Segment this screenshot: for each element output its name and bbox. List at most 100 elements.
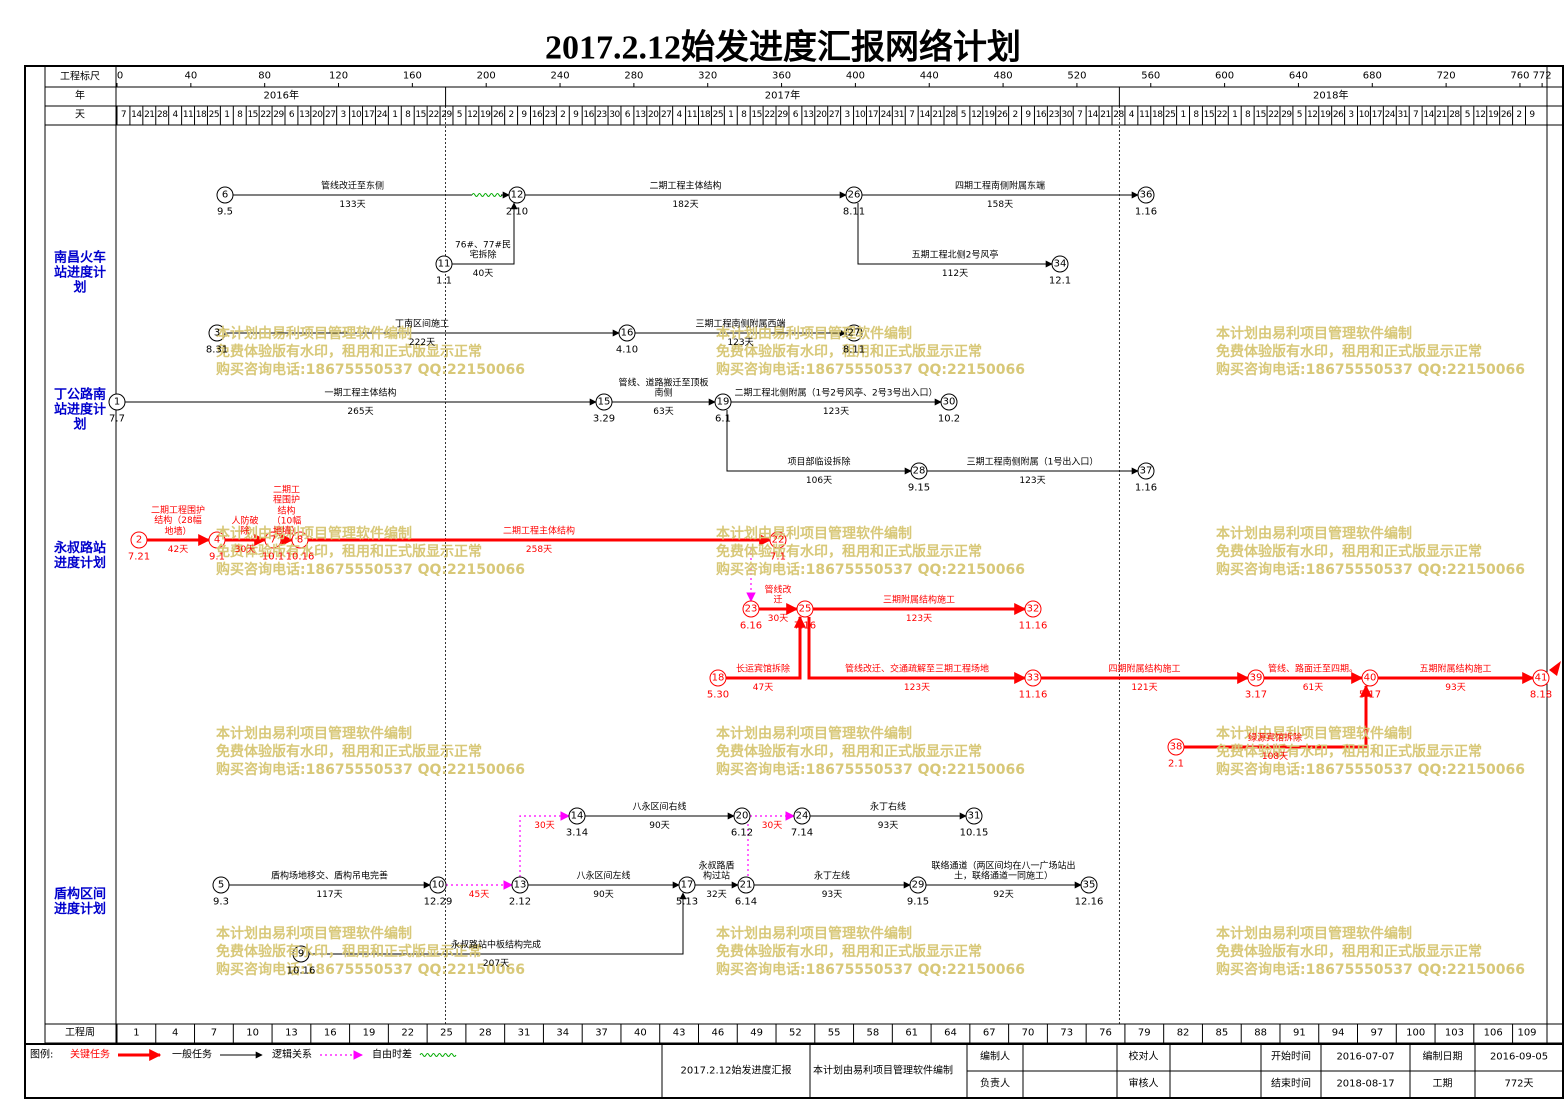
watermark: 购买咨询电话:18675550537 QQ:22150066 <box>716 962 1025 978</box>
info-report: 2017.2.12始发进度汇报 <box>680 1065 792 1077</box>
node-date: 3.29 <box>592 413 616 425</box>
day-label: 5 <box>1296 110 1303 121</box>
node-id: 18 <box>711 672 725 684</box>
watermark: 本计划由易利项目管理软件编制 <box>716 926 912 942</box>
node-date: 12.29 <box>423 896 453 908</box>
node <box>793 807 811 825</box>
activity-name: 二期工程主体结构 <box>649 181 722 192</box>
node <box>1080 876 1098 894</box>
day-label: 26 <box>1332 110 1344 121</box>
node <box>737 876 755 894</box>
node-id: 4 <box>213 534 221 546</box>
scale-label: 600 <box>1215 70 1235 82</box>
activity-duration: 182天 <box>672 200 699 211</box>
activity-name: 一期工程主体结构 <box>324 388 397 399</box>
activity-name: 二期工程围护结构（28幅地墙） <box>150 505 205 537</box>
watermark: 免费体验版有水印，租用和正式版显示正常 <box>1216 944 1482 960</box>
group-label: 南昌火车站进度计划 <box>53 250 106 296</box>
legend-title: 图例: <box>30 1049 54 1061</box>
week-label: 46 <box>711 1027 725 1039</box>
week-label: 4 <box>171 1027 179 1039</box>
scale-label: 240 <box>550 70 570 82</box>
day-label: 15 <box>751 110 762 121</box>
day-label: 29 <box>273 110 284 121</box>
watermark: 免费体验版有水印，租用和正式版显示正常 <box>1216 344 1482 360</box>
info-cell: 2016-07-07 <box>1336 1051 1395 1063</box>
node <box>1024 669 1042 687</box>
activity-duration: 123天 <box>822 407 850 418</box>
activity-arrow <box>309 892 687 955</box>
day-label: 13 <box>299 110 310 121</box>
node-id: 17 <box>680 879 694 891</box>
node-id: 7 <box>269 534 277 546</box>
day-label: 8 <box>1245 110 1251 121</box>
activity-duration: 133天 <box>339 200 366 211</box>
activity-duration: 123天 <box>903 683 931 694</box>
day-label: 2 <box>508 110 514 121</box>
activity-duration: 121天 <box>1131 683 1158 694</box>
activity-name: 永叔路站中板结构完成 <box>450 940 541 951</box>
node-date: 2.1 <box>1168 758 1184 770</box>
activity-duration: 123天 <box>727 338 754 349</box>
activity-name: 管线、道路搬迁至顶板南侧 <box>618 378 709 399</box>
node-date: 5.13 <box>675 896 699 908</box>
activity-name: 五期附属结构施工 <box>1419 664 1492 675</box>
week-label: 64 <box>944 1027 957 1039</box>
info-software: 本计划由易利项目管理软件编制 <box>813 1065 953 1077</box>
day-label: 16 <box>583 110 594 121</box>
node <box>429 876 447 894</box>
node-id: 29 <box>911 879 925 891</box>
node <box>940 393 958 411</box>
node-date: 6.16 <box>739 620 763 632</box>
week-label: 25 <box>440 1027 453 1039</box>
activity-name: 八永区间右线 <box>632 802 687 813</box>
info-cell: 结束时间 <box>1271 1078 1311 1090</box>
day-label: 8 <box>405 110 411 121</box>
watermark: 购买咨询电话:18675550537 QQ:22150066 <box>216 362 525 378</box>
node-id: 23 <box>744 603 758 615</box>
day-label: 18 <box>1151 110 1163 121</box>
week-label: 85 <box>1215 1027 1229 1039</box>
node-id: 20 <box>735 810 749 822</box>
day-label: 21 <box>1436 110 1447 121</box>
day-label: 3 <box>844 110 850 121</box>
node-id: 1 <box>113 396 121 408</box>
week-label: 88 <box>1254 1027 1267 1039</box>
week-label: 49 <box>750 1027 763 1039</box>
day-label: 7 <box>1077 110 1083 121</box>
week-label: 31 <box>517 1027 531 1039</box>
node <box>216 186 234 204</box>
node-id: 28 <box>912 465 926 477</box>
day-label: 21 <box>144 110 155 121</box>
week-label: 103 <box>1444 1027 1464 1039</box>
row-label: 年 <box>75 90 85 102</box>
info-cell: 2018-08-17 <box>1336 1078 1395 1090</box>
node <box>1051 255 1069 273</box>
node-date: 2.12 <box>508 896 532 908</box>
scale-label: 440 <box>919 70 939 82</box>
node-date: 8.18 <box>1529 689 1553 701</box>
node <box>291 531 309 549</box>
activity-name: 盾构场地移交、盾构吊电完善 <box>270 871 388 882</box>
watermark: 本计划由易利项目管理软件编制 <box>216 926 412 942</box>
watermark: 免费体验版有水印，租用和正式版显示正常 <box>716 944 982 960</box>
watermark: 免费体验版有水印，租用和正式版显示正常 <box>1216 744 1482 760</box>
week-label: 19 <box>362 1027 376 1039</box>
day-label: 7 <box>120 110 127 121</box>
node-date: 9.1 <box>209 551 225 563</box>
day-label: 21 <box>1100 110 1111 121</box>
node <box>1167 738 1185 756</box>
scale-label: 80 <box>258 70 272 82</box>
scale-label: 160 <box>402 70 422 82</box>
watermark: 购买咨询电话:18675550537 QQ:22150066 <box>1216 562 1525 578</box>
activity-arrow <box>452 202 518 265</box>
node-id: 12 <box>510 189 524 201</box>
frame <box>24 65 1564 1099</box>
activity-arrow <box>807 617 1027 684</box>
day-label: 6 <box>792 110 799 121</box>
node <box>1024 600 1042 618</box>
activity-name: 三期工程南侧附属西端 <box>695 319 786 330</box>
day-label: 10 <box>854 110 866 121</box>
week-label: 34 <box>556 1027 570 1039</box>
